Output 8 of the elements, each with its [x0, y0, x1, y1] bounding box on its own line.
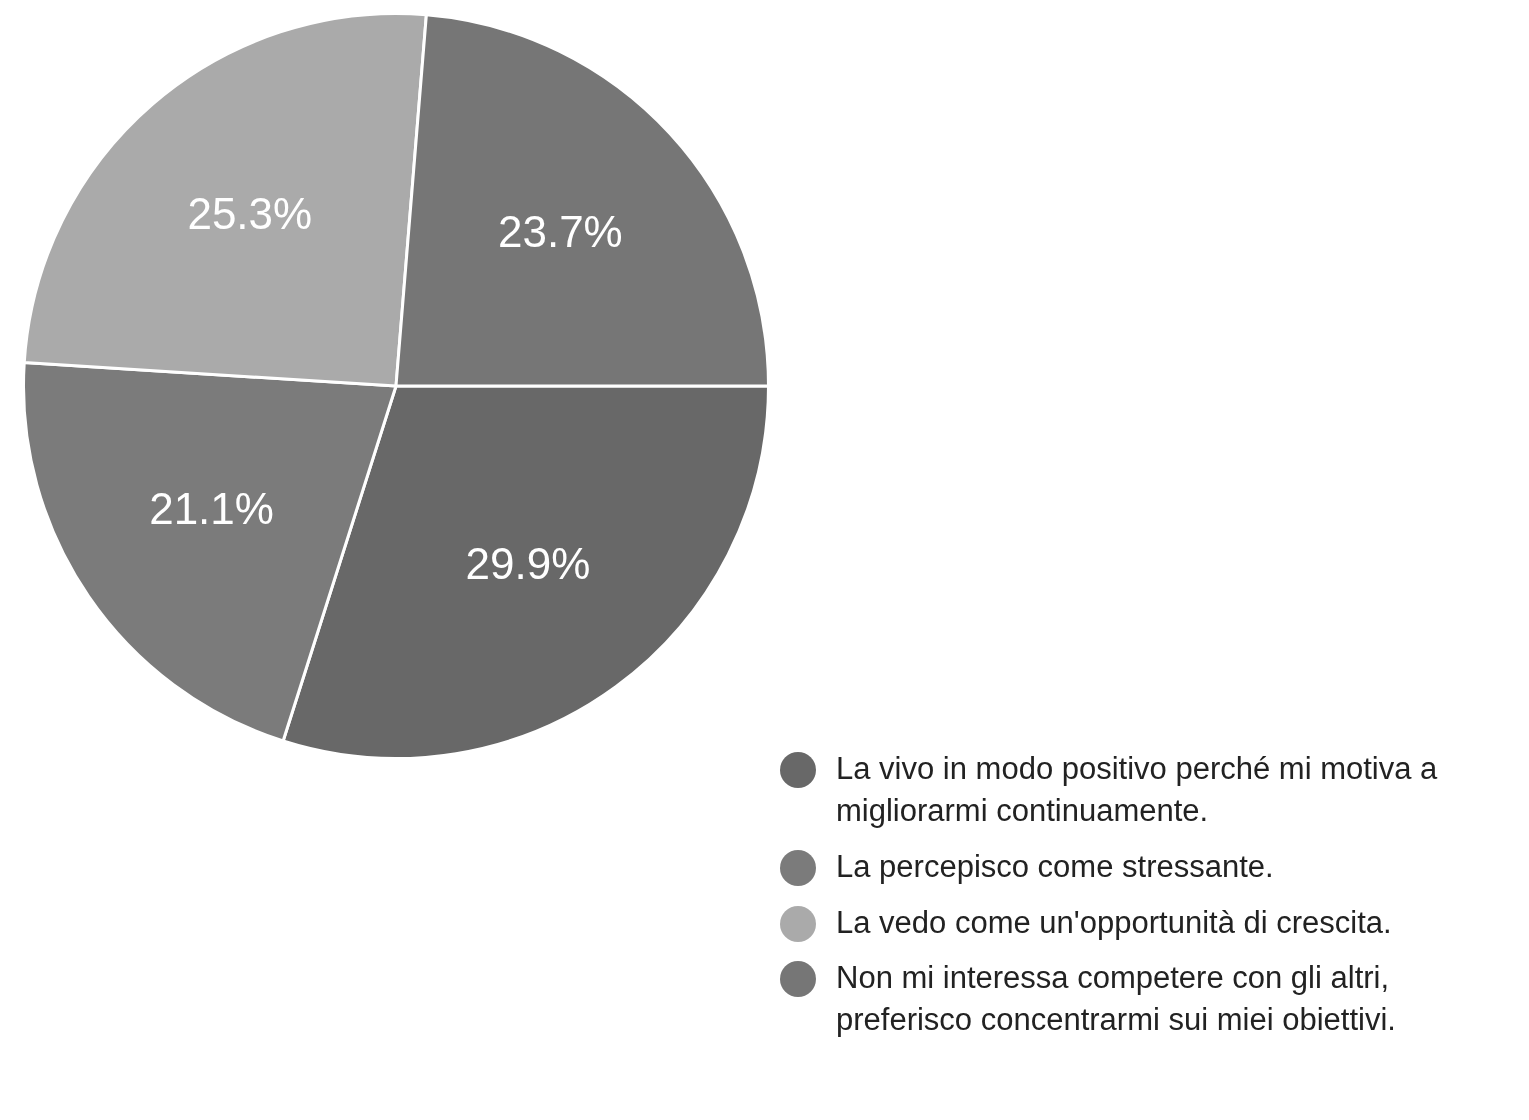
legend-label: Non mi interessa competere con gli altri, preferisco concentrarmi sui miei obiettivi. [836, 959, 1397, 1040]
legend-label: La vivo in modo positivo perché mi motiva a migliorarmi continuamente. [836, 750, 1439, 830]
legend-label: La percepisco come stressante. [836, 847, 1274, 886]
data-label: 29.9% [465, 538, 591, 588]
data-label: 23.7% [497, 206, 623, 256]
data-label: 21.1% [149, 484, 274, 534]
legend-label: La vedo come un'opportunità di crescita. [836, 903, 1392, 942]
data-label: 25.3% [187, 189, 313, 239]
